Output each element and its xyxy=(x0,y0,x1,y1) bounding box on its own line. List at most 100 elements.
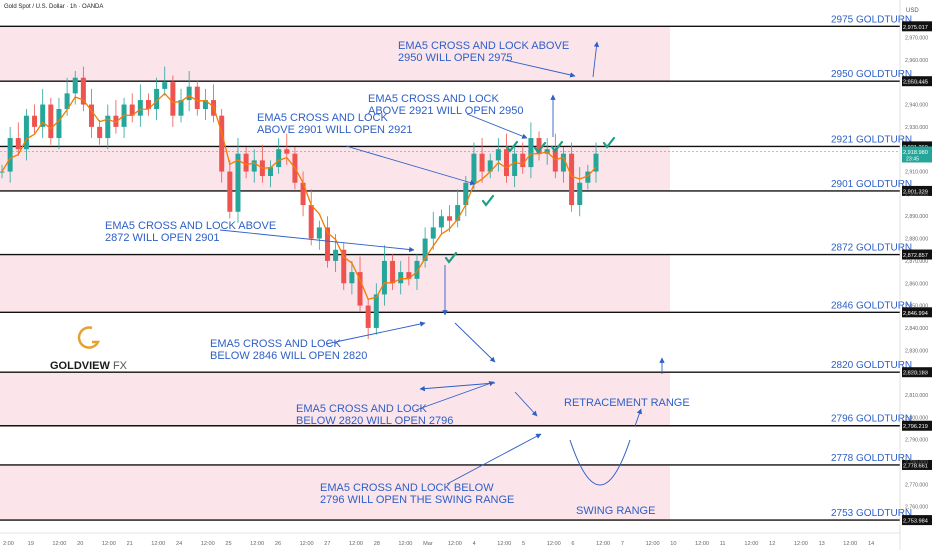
annotation-2796: EMA5 CROSS AND LOCK BELOW 2796 WILL OPEN … xyxy=(320,482,515,506)
candle-body-72 xyxy=(585,171,591,183)
candle-body-3 xyxy=(23,115,29,150)
price-tag-bg-9 xyxy=(902,515,932,526)
zone-1 xyxy=(0,146,670,191)
zone-2 xyxy=(0,254,670,313)
candle-body-60 xyxy=(487,160,493,172)
candle-body-6 xyxy=(48,104,54,139)
candle-body-14 xyxy=(113,115,119,127)
arrow-8 xyxy=(454,322,496,363)
x-tick-6: 12:00 xyxy=(151,541,165,547)
currency-label: USD xyxy=(906,8,919,14)
price-tag-bg-8 xyxy=(902,459,932,470)
candle-body-56 xyxy=(455,205,461,221)
x-tick-28: 12:00 xyxy=(695,541,709,547)
candle-body-1 xyxy=(7,138,13,172)
y-tick-3: 2,790.000 xyxy=(905,438,928,444)
x-tick-22: 12:00 xyxy=(547,541,561,547)
price-tag-bg-0 xyxy=(902,21,932,32)
candle-body-66 xyxy=(536,138,542,154)
x-tick-26: 12:00 xyxy=(646,541,660,547)
x-tick-30: 12:00 xyxy=(744,541,758,547)
candle-body-33 xyxy=(268,167,274,177)
zone-0 xyxy=(0,26,670,82)
candle-body-30 xyxy=(243,153,249,172)
candle-body-10 xyxy=(80,77,86,105)
candle-body-64 xyxy=(520,153,526,168)
candle-body-73 xyxy=(593,153,599,172)
candle-body-61 xyxy=(495,149,501,161)
candle-body-63 xyxy=(512,153,518,177)
y-tick-12: 2,880.000 xyxy=(905,237,928,243)
candle-body-37 xyxy=(300,182,306,206)
check-icon-2 xyxy=(505,140,519,153)
level-label-5: 2846 GOLDTURN xyxy=(831,300,912,311)
annotation-2901: EMA5 CROSS AND LOCK ABOVE 2901 WILL OPEN … xyxy=(257,112,413,136)
x-tick-21: 5 xyxy=(522,541,525,547)
arrow-4 xyxy=(345,145,476,186)
candle-body-7 xyxy=(56,109,62,139)
price-tag-bg-3 xyxy=(902,185,932,196)
x-tick-4: 12:00 xyxy=(102,541,116,547)
candle-body-62 xyxy=(503,149,509,177)
price-tag-4: 2,872.857 xyxy=(903,253,928,259)
price-tag-1: 2,950.445 xyxy=(903,80,928,86)
level-label-8: 2778 GOLDTURN xyxy=(831,453,912,464)
y-tick-9: 2,850.000 xyxy=(905,304,928,310)
check-icon-3 xyxy=(533,141,547,154)
candle-body-43 xyxy=(349,272,355,284)
y-tick-10: 2,860.000 xyxy=(905,281,928,287)
y-tick-11: 2,870.000 xyxy=(905,259,928,265)
price-tag-bg-7 xyxy=(902,420,932,431)
candle-body-59 xyxy=(479,153,485,172)
candle-body-18 xyxy=(145,100,151,109)
x-tick-35: 14 xyxy=(868,541,874,547)
candle-body-57 xyxy=(463,182,469,206)
candle-body-8 xyxy=(64,93,70,109)
x-tick-29: 11 xyxy=(720,541,726,547)
y-tick-4: 2,800.000 xyxy=(905,415,928,421)
level-label-2: 2921 GOLDTURN xyxy=(831,134,912,145)
y-tick-18: 2,940.000 xyxy=(905,103,928,109)
candle-body-25 xyxy=(202,100,208,109)
candle-body-50 xyxy=(406,272,412,279)
x-tick-20: 12:00 xyxy=(497,541,511,547)
y-tick-15: 2,910.000 xyxy=(905,170,928,176)
check-icon-1 xyxy=(444,251,458,264)
price-tag-9: 2,753.984 xyxy=(903,519,928,525)
price-tag-6: 2,820.183 xyxy=(903,371,928,377)
candle-body-31 xyxy=(251,160,257,172)
candle-body-35 xyxy=(284,149,290,154)
candle-body-40 xyxy=(324,227,330,261)
swing-range-curve xyxy=(569,439,631,486)
candle-body-48 xyxy=(390,260,396,284)
level-label-0: 2975 GOLDTURN xyxy=(831,14,912,25)
candle-body-53 xyxy=(430,227,436,239)
x-tick-24: 12:00 xyxy=(596,541,610,547)
candle-body-58 xyxy=(471,153,477,183)
logo-icon xyxy=(77,326,101,349)
retracement-range-label: RETRACEMENT RANGE xyxy=(564,397,690,409)
candle-body-70 xyxy=(569,153,575,206)
candle-body-21 xyxy=(170,82,176,116)
price-tag-bg-1 xyxy=(902,76,932,87)
candle-body-16 xyxy=(129,104,135,116)
candle-body-24 xyxy=(194,86,200,109)
candle-body-65 xyxy=(528,138,534,168)
logo-text: GOLDVIEW FX xyxy=(50,360,128,372)
candle-body-41 xyxy=(333,249,339,261)
x-tick-9: 25 xyxy=(225,541,231,547)
level-label-6: 2820 GOLDTURN xyxy=(831,360,912,371)
candle-body-29 xyxy=(235,153,241,212)
candle-body-45 xyxy=(365,305,371,328)
y-tick-7: 2,830.000 xyxy=(905,348,928,354)
level-label-1: 2950 GOLDTURN xyxy=(831,69,912,80)
x-tick-10: 12:00 xyxy=(250,541,264,547)
price-tag-bg-4 xyxy=(902,249,932,260)
price-tag-bg-5 xyxy=(902,307,932,318)
candle-body-4 xyxy=(32,115,38,127)
x-tick-19: 4 xyxy=(473,541,476,547)
annotation-2846: EMA5 CROSS AND LOCK BELOW 2846 WILL OPEN … xyxy=(210,338,368,362)
arrow-10 xyxy=(514,391,538,417)
